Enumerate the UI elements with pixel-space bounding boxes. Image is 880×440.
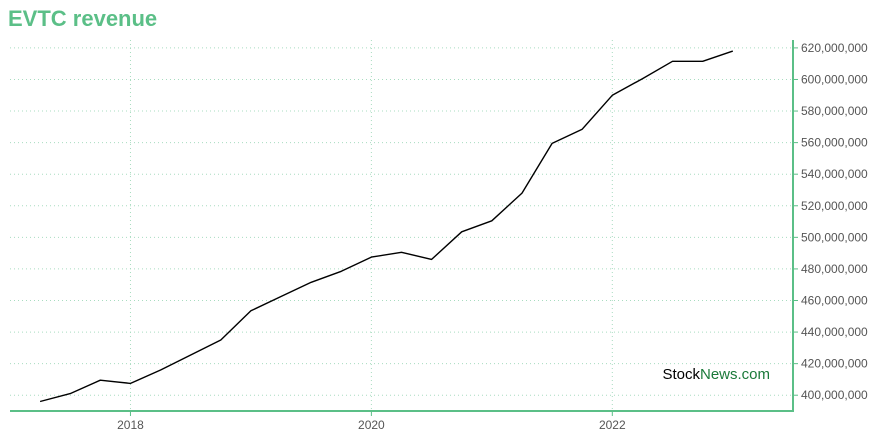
watermark-news: News.com [700,366,770,383]
data-point [248,308,253,313]
data-point [730,49,735,54]
y-tick-label: 460,000,000 [801,293,868,307]
y-tick-label: 620,000,000 [801,41,868,55]
watermark-stock: Stock [662,366,700,383]
y-tick-label: 600,000,000 [801,72,868,86]
data-point [580,127,585,132]
y-tick-label: 560,000,000 [801,136,868,150]
data-point [309,280,314,285]
y-tick-label: 420,000,000 [801,357,868,371]
chart-title: EVTC revenue [8,6,158,31]
data-point [369,255,374,260]
data-point [218,337,223,342]
data-point [279,294,284,299]
data-point [519,191,524,196]
watermark: StockNews.com [662,366,770,383]
x-tick-label: 2022 [599,418,626,432]
x-tick-label: 2020 [358,418,385,432]
y-tick-label: 500,000,000 [801,230,868,244]
grid-lines [10,40,793,411]
y-tick-label: 440,000,000 [801,325,868,339]
data-point [38,399,43,404]
data-point [459,229,464,234]
series-line [39,50,734,403]
data-point [550,141,555,146]
data-point [339,269,344,274]
x-tick-label: 2018 [117,418,144,432]
data-point [670,59,675,64]
data-point [98,378,103,383]
data-point [128,381,133,386]
y-tick-label: 400,000,000 [801,388,868,402]
y-tick-label: 540,000,000 [801,167,868,181]
data-point [399,250,404,255]
data-point [188,352,193,357]
data-point [158,367,163,372]
data-point [429,257,434,262]
tick-labels: 400,000,000 420,000,000 440,000,000 460,000… [117,41,868,432]
series-layer [38,49,735,404]
y-tick-label: 520,000,000 [801,199,868,213]
data-point [700,59,705,64]
data-point [640,76,645,81]
data-point [610,93,615,98]
data-point [489,218,494,223]
y-tick-label: 580,000,000 [801,104,868,118]
axes [10,40,798,416]
y-tick-label: 480,000,000 [801,262,868,276]
data-point [68,391,73,396]
